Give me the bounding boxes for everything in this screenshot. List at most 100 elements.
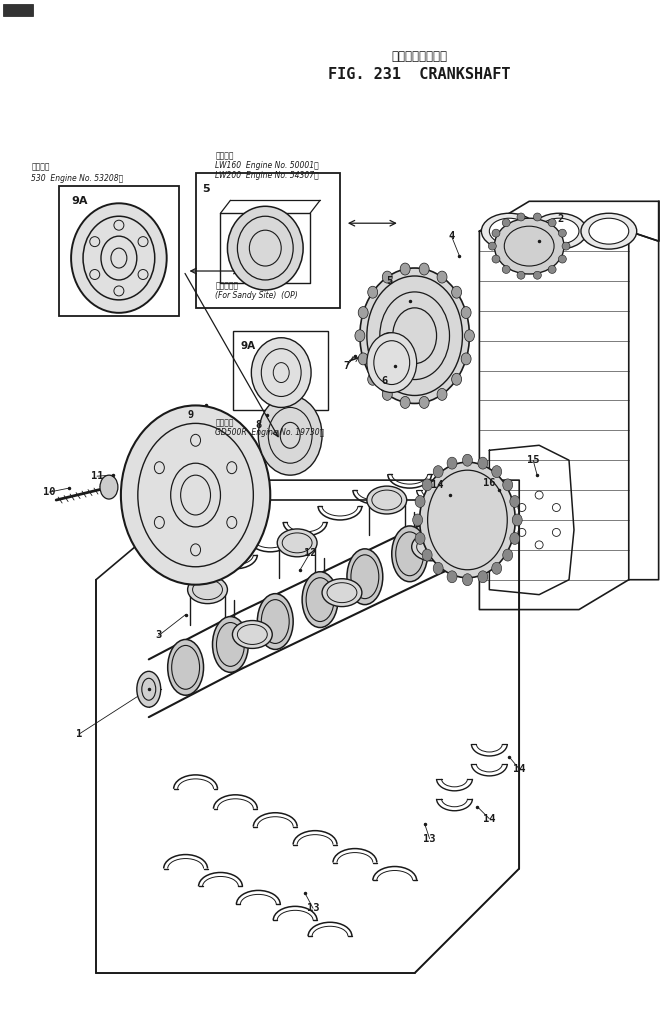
Text: 9: 9 xyxy=(187,410,194,420)
Ellipse shape xyxy=(558,229,566,237)
Text: 14: 14 xyxy=(513,764,525,774)
Ellipse shape xyxy=(382,389,392,400)
Ellipse shape xyxy=(462,454,472,466)
Ellipse shape xyxy=(302,572,338,627)
Ellipse shape xyxy=(533,213,541,221)
Ellipse shape xyxy=(347,549,383,605)
Ellipse shape xyxy=(100,475,118,499)
Ellipse shape xyxy=(420,462,515,578)
Text: 3: 3 xyxy=(156,630,162,640)
Ellipse shape xyxy=(413,514,423,526)
Text: 7: 7 xyxy=(344,361,350,370)
Text: 9A: 9A xyxy=(240,341,256,351)
Ellipse shape xyxy=(461,307,471,318)
Ellipse shape xyxy=(437,502,472,558)
Bar xyxy=(233,330,328,410)
Text: 16: 16 xyxy=(483,478,496,488)
Ellipse shape xyxy=(433,465,443,478)
Ellipse shape xyxy=(415,495,425,507)
Ellipse shape xyxy=(558,255,566,263)
Text: 適用号機: 適用号機 xyxy=(216,418,234,428)
Ellipse shape xyxy=(539,218,579,244)
Text: 12: 12 xyxy=(304,548,316,558)
Text: FIG. 231  CRANKSHAFT: FIG. 231 CRANKSHAFT xyxy=(328,68,511,82)
Ellipse shape xyxy=(368,373,378,386)
Ellipse shape xyxy=(452,373,462,386)
Ellipse shape xyxy=(322,579,362,607)
Text: 5: 5 xyxy=(202,184,210,194)
Ellipse shape xyxy=(358,353,368,365)
Text: 6: 6 xyxy=(382,375,388,386)
Text: 530  Engine No. 53208〜: 530 Engine No. 53208〜 xyxy=(31,174,123,183)
Ellipse shape xyxy=(382,271,392,283)
Ellipse shape xyxy=(461,353,471,365)
Ellipse shape xyxy=(589,218,629,244)
Ellipse shape xyxy=(368,286,378,298)
Ellipse shape xyxy=(168,639,204,696)
Ellipse shape xyxy=(392,526,428,582)
Ellipse shape xyxy=(462,574,472,586)
Text: 砂塵地仕様: 砂塵地仕様 xyxy=(216,281,238,290)
Ellipse shape xyxy=(464,329,474,342)
Ellipse shape xyxy=(228,207,303,290)
Ellipse shape xyxy=(562,242,570,250)
Ellipse shape xyxy=(492,229,500,237)
Text: 15: 15 xyxy=(527,455,539,465)
Ellipse shape xyxy=(71,204,166,313)
Ellipse shape xyxy=(419,397,429,408)
Ellipse shape xyxy=(548,219,556,227)
Ellipse shape xyxy=(494,218,564,274)
Ellipse shape xyxy=(492,465,501,478)
Text: 8: 8 xyxy=(255,420,262,431)
Ellipse shape xyxy=(251,338,311,407)
Ellipse shape xyxy=(502,219,510,227)
Text: クランクシャフト: クランクシャフト xyxy=(392,50,448,63)
Ellipse shape xyxy=(548,266,556,273)
Ellipse shape xyxy=(447,571,457,583)
Ellipse shape xyxy=(377,332,403,362)
Ellipse shape xyxy=(257,593,293,650)
Bar xyxy=(196,174,340,308)
Ellipse shape xyxy=(433,563,443,574)
Ellipse shape xyxy=(422,479,432,491)
Ellipse shape xyxy=(437,271,447,283)
Text: 5: 5 xyxy=(387,276,393,286)
Ellipse shape xyxy=(447,457,457,470)
Ellipse shape xyxy=(531,213,587,249)
Ellipse shape xyxy=(492,563,501,574)
Ellipse shape xyxy=(358,307,368,318)
Ellipse shape xyxy=(452,286,462,298)
Text: 11: 11 xyxy=(91,472,103,481)
Ellipse shape xyxy=(503,479,513,491)
Ellipse shape xyxy=(232,621,272,649)
Ellipse shape xyxy=(478,571,488,583)
Text: 2: 2 xyxy=(557,214,563,224)
Ellipse shape xyxy=(277,529,317,557)
Text: 適用号機: 適用号機 xyxy=(31,163,50,172)
Text: (For Sandy Site)  (OP): (For Sandy Site) (OP) xyxy=(216,291,298,300)
Ellipse shape xyxy=(492,255,500,263)
Ellipse shape xyxy=(412,533,452,561)
Text: 13: 13 xyxy=(424,834,436,844)
Ellipse shape xyxy=(490,218,529,244)
Ellipse shape xyxy=(212,617,248,672)
Text: 13: 13 xyxy=(307,903,319,914)
Ellipse shape xyxy=(533,271,541,279)
Text: 10: 10 xyxy=(43,487,55,497)
Ellipse shape xyxy=(400,397,410,408)
Ellipse shape xyxy=(188,576,228,604)
Ellipse shape xyxy=(422,549,432,561)
Ellipse shape xyxy=(400,263,410,275)
Ellipse shape xyxy=(367,332,417,393)
Text: 9A: 9A xyxy=(71,196,88,207)
Text: LW160  Engine No. 50001〜: LW160 Engine No. 50001〜 xyxy=(216,162,319,171)
Text: 適用号機: 適用号機 xyxy=(216,151,234,161)
Ellipse shape xyxy=(503,549,513,561)
Text: 1: 1 xyxy=(76,729,82,739)
Text: 14: 14 xyxy=(432,480,444,490)
Ellipse shape xyxy=(258,396,322,475)
Ellipse shape xyxy=(415,532,425,544)
Ellipse shape xyxy=(502,266,510,273)
Ellipse shape xyxy=(121,405,270,585)
Ellipse shape xyxy=(488,242,496,250)
